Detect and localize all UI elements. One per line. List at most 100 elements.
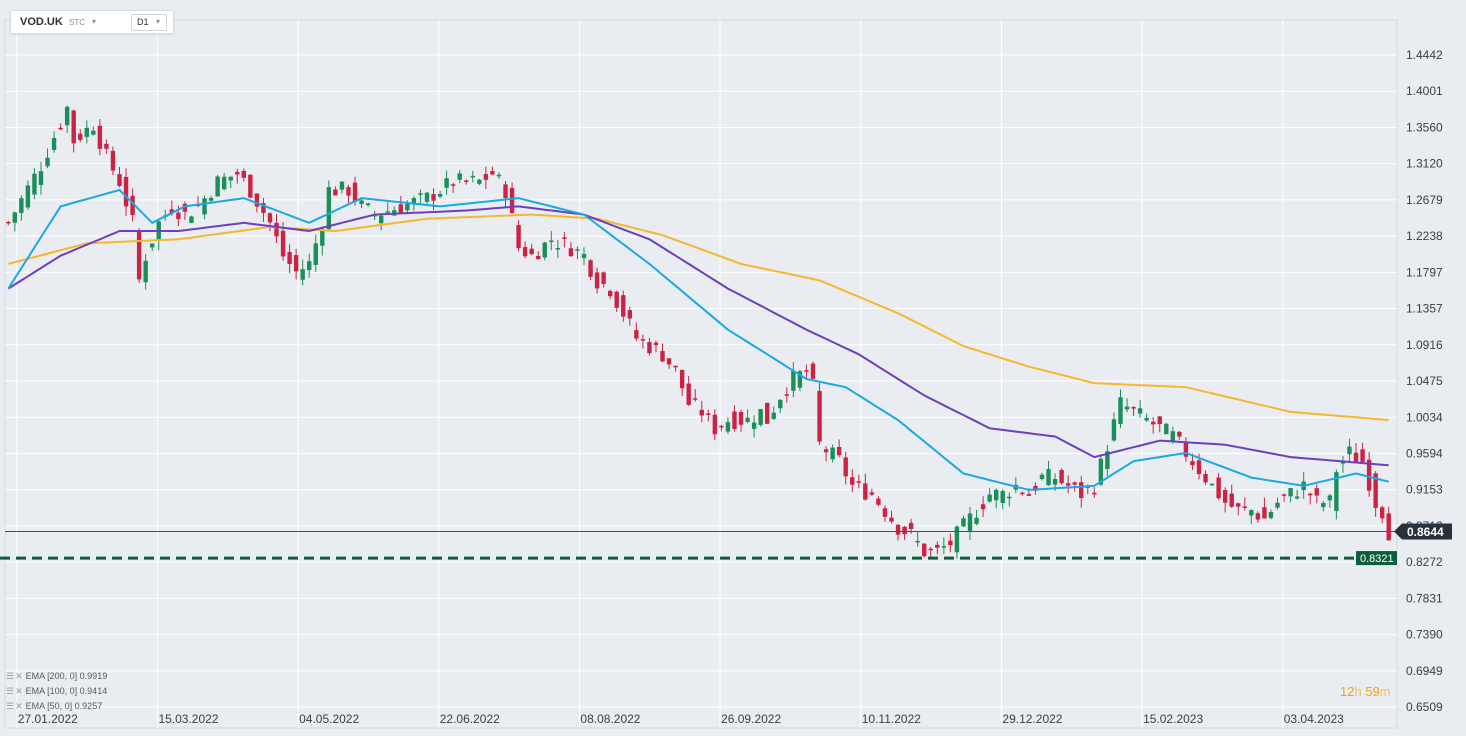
candle-body	[928, 548, 933, 551]
candle-body	[843, 457, 848, 477]
legend-item-ema50: ☰✕ EMA [50, 0] 0.9257	[6, 701, 102, 712]
candle-body	[614, 291, 619, 308]
candle-body	[398, 204, 404, 214]
candle-body	[1124, 406, 1130, 410]
candle-body	[581, 253, 587, 259]
candle-body	[6, 221, 11, 224]
menu-icon[interactable]: ☰	[6, 671, 15, 681]
candle-body	[1105, 451, 1110, 469]
series-layer	[0, 105, 1397, 560]
menu-icon[interactable]: ☰	[6, 701, 15, 711]
candle-body	[751, 422, 757, 429]
timeframe-dropdown[interactable]: D1 ▾	[131, 14, 167, 31]
candle-body	[12, 212, 18, 223]
candle-body	[378, 215, 384, 224]
candle-body	[372, 214, 377, 217]
candle-body	[84, 127, 89, 137]
x-tick-label: 27.01.2022	[18, 712, 78, 726]
candle-body	[1236, 503, 1241, 507]
candle-body	[385, 211, 390, 213]
candle-body	[869, 492, 875, 495]
candle-body	[1144, 417, 1149, 421]
candle-body	[444, 178, 449, 188]
legend-label: EMA [200, 0]	[25, 671, 78, 681]
candle-body	[804, 370, 809, 372]
y-tick-label: 1.0475	[1406, 374, 1443, 388]
candle-body	[1170, 431, 1176, 442]
candle-body	[712, 414, 718, 435]
candle-body	[1092, 492, 1097, 495]
y-tick-label: 1.2238	[1406, 229, 1443, 243]
candle-body	[411, 198, 417, 205]
candle-body	[863, 483, 868, 500]
symbol-selector[interactable]: VOD.UK STC ▾ D1 ▾	[10, 10, 174, 34]
x-tick-label: 08.08.2022	[580, 712, 640, 726]
candle-body	[588, 260, 593, 277]
candle-body	[248, 174, 253, 198]
candle-body	[967, 513, 973, 531]
candle-body	[1268, 511, 1274, 518]
candle-body	[778, 399, 783, 409]
candle-body	[25, 185, 31, 208]
timer-minutes: 59	[1365, 684, 1380, 699]
x-tick-label: 04.05.2022	[299, 712, 359, 726]
candle-body	[457, 173, 462, 180]
x-tick-label: 10.11.2022	[862, 712, 921, 726]
candle-body	[339, 181, 345, 190]
candle-body	[1229, 493, 1234, 507]
menu-icon[interactable]: ☰	[6, 686, 15, 696]
candle-body	[1242, 506, 1247, 508]
candle-body	[1321, 503, 1326, 508]
candle-body	[568, 248, 574, 257]
candle-body	[91, 130, 96, 135]
chevron-down-icon[interactable]: ▾	[92, 17, 97, 26]
support-tag-box	[1356, 551, 1397, 566]
symbol-label: VOD.UK	[20, 16, 63, 28]
candle-body	[208, 197, 214, 201]
candle-body	[1255, 513, 1261, 520]
x-tick-label: 15.03.2022	[158, 712, 218, 726]
y-tick-label: 1.4001	[1406, 84, 1443, 98]
candle-body	[1288, 488, 1293, 497]
candle-body	[660, 351, 665, 362]
candle-body	[974, 517, 979, 524]
y-tick-label: 1.3560	[1406, 120, 1443, 134]
candle-body	[791, 370, 796, 391]
candle-body	[627, 310, 633, 319]
candle-body	[738, 411, 744, 425]
candle-body	[693, 398, 698, 400]
x-tick-label: 29.12.2022	[1002, 712, 1062, 726]
candle-body	[706, 413, 711, 415]
candle-body	[418, 193, 423, 195]
candle-body	[1347, 446, 1352, 455]
close-icon[interactable]: ✕	[15, 701, 23, 711]
candle-body	[536, 255, 541, 260]
candle-body	[58, 127, 63, 130]
candle-body	[719, 425, 724, 428]
candle-timer: 12h 59m	[1340, 684, 1391, 699]
candle-body	[817, 390, 822, 442]
candle-body	[993, 489, 999, 501]
y-tick-label: 1.1797	[1406, 265, 1443, 279]
y-tick-label: 1.1357	[1406, 302, 1443, 316]
candle-body	[150, 243, 155, 248]
candle-body	[954, 526, 960, 553]
candle-body	[915, 540, 920, 543]
candle-body	[287, 252, 292, 264]
candle-body	[1164, 423, 1169, 435]
close-icon[interactable]: ✕	[15, 671, 23, 681]
candle-body	[516, 224, 521, 249]
legend-label: EMA [50, 0]	[25, 701, 73, 711]
close-icon[interactable]: ✕	[15, 686, 23, 696]
candle-body	[948, 540, 953, 546]
candle-body	[352, 182, 358, 202]
candle-body	[202, 198, 207, 215]
candle-body	[496, 174, 502, 177]
candle-body	[136, 231, 142, 280]
candle-body	[78, 133, 83, 140]
candle-body	[1196, 460, 1202, 475]
y-tick-label: 0.9153	[1406, 483, 1443, 497]
candle-body	[254, 193, 260, 207]
candle-body	[45, 157, 50, 167]
